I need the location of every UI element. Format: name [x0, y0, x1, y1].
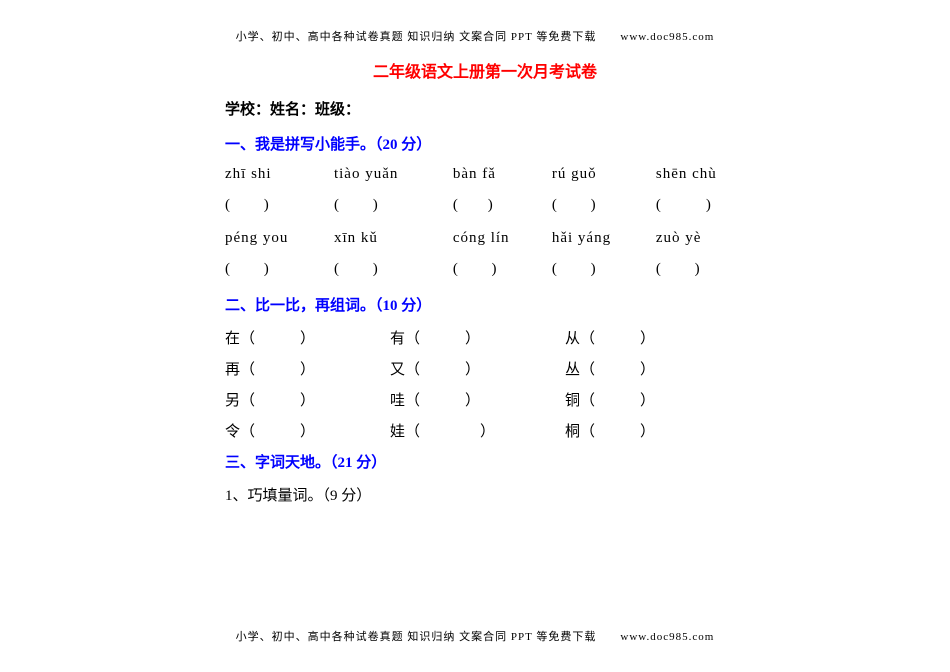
page-footer: 小学、初中、高中各种试卷真题 知识归纳 文案合同 PPT 等免费下载 www.d… — [0, 628, 950, 644]
compare-item: 有（ ） — [390, 327, 565, 348]
pinyin-item: cóng lín — [453, 230, 552, 247]
blank-row-1: ( ) ( ) ( ) ( ) ( ) — [225, 193, 745, 214]
answer-blank: ( ) — [225, 257, 334, 278]
page-header: 小学、初中、高中各种试卷真题 知识归纳 文案合同 PPT 等免费下载 www.d… — [0, 28, 950, 44]
compare-item: 令（ ） — [225, 420, 390, 441]
pinyin-item: xīn kǔ — [334, 230, 453, 247]
blank-row-2: ( ) ( ) ( ) ( ) ( ) — [225, 257, 745, 278]
compare-item: 桐（ ） — [565, 420, 715, 441]
compare-row: 再（ ） 又（ ） 丛（ ） — [225, 358, 745, 379]
section-1-head: 一、我是拼写小能手。（20 分） — [225, 133, 745, 154]
compare-item: 再（ ） — [225, 358, 390, 379]
pinyin-item: péng you — [225, 230, 334, 247]
compare-row: 在（ ） 有（ ） 从（ ） — [225, 327, 745, 348]
answer-blank: ( ) — [552, 257, 656, 278]
section-3-sub1: 1、巧填量词。（9 分） — [225, 484, 745, 505]
answer-blank: ( ) — [225, 193, 334, 214]
pinyin-item: bàn fǎ — [453, 166, 552, 183]
pinyin-item: zhī shi — [225, 166, 334, 183]
compare-item: 又（ ） — [390, 358, 565, 379]
compare-item: 丛（ ） — [565, 358, 715, 379]
compare-item: 另（ ） — [225, 389, 390, 410]
pinyin-row-1: zhī shi tiào yuǎn bàn fǎ rú guǒ shēn chù — [225, 166, 745, 183]
document-title: 二年级语文上册第一次月考试卷 — [225, 58, 745, 82]
compare-row: 令（ ） 娃（ ） 桐（ ） — [225, 420, 745, 441]
pinyin-item: hǎi yáng — [552, 230, 656, 247]
pinyin-item: shēn chù — [656, 166, 745, 183]
compare-item: 哇（ ） — [390, 389, 565, 410]
document-content: 二年级语文上册第一次月考试卷 学校：姓名：班级： 一、我是拼写小能手。（20 分… — [225, 58, 745, 515]
header-url: www.doc985.com — [620, 31, 714, 43]
answer-blank: ( ) — [552, 193, 656, 214]
compare-row: 另（ ） 哇（ ） 铜（ ） — [225, 389, 745, 410]
header-text: 小学、初中、高中各种试卷真题 知识归纳 文案合同 PPT 等免费下载 — [236, 31, 597, 43]
section-3-head: 三、字词天地。（21 分） — [225, 451, 745, 472]
answer-blank: ( ) — [334, 193, 453, 214]
footer-text: 小学、初中、高中各种试卷真题 知识归纳 文案合同 PPT 等免费下载 — [236, 631, 597, 643]
pinyin-item: zuò yè — [656, 230, 745, 247]
answer-blank: ( ) — [453, 193, 552, 214]
pinyin-row-2: péng you xīn kǔ cóng lín hǎi yáng zuò yè — [225, 230, 745, 247]
compare-item: 在（ ） — [225, 327, 390, 348]
answer-blank: ( ) — [453, 257, 552, 278]
pinyin-item: tiào yuǎn — [334, 166, 453, 183]
answer-blank: ( ) — [656, 257, 745, 278]
section-2-head: 二、比一比，再组词。（10 分） — [225, 294, 745, 315]
student-info-line: 学校：姓名：班级： — [225, 98, 745, 119]
compare-item: 从（ ） — [565, 327, 715, 348]
answer-blank: ( ) — [334, 257, 453, 278]
compare-item: 铜（ ） — [565, 389, 715, 410]
answer-blank: ( ) — [656, 193, 745, 214]
compare-item: 娃（ ） — [390, 420, 565, 441]
footer-url: www.doc985.com — [620, 631, 714, 643]
pinyin-item: rú guǒ — [552, 166, 656, 183]
